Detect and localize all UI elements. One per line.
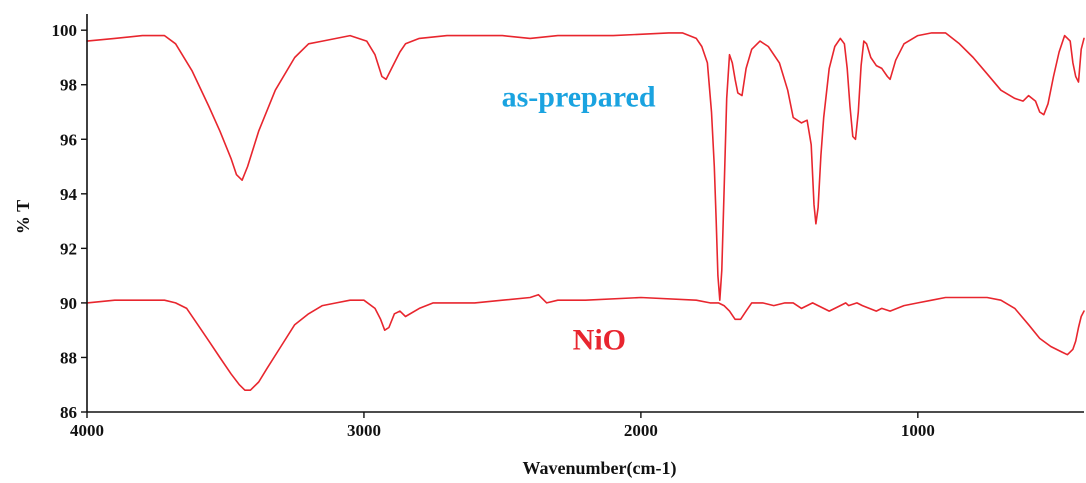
x-tick-label-2000: 2000 — [624, 421, 658, 440]
x-axis-title: Wavenumber(cm-1) — [523, 458, 677, 479]
y-tick-label-94: 94 — [60, 185, 78, 204]
y-tick-label-100: 100 — [52, 21, 78, 40]
annotations: as-prepared NiO — [502, 81, 656, 357]
series-label-1: NiO — [573, 323, 626, 356]
y-tick-label-92: 92 — [60, 239, 77, 258]
x-tick-label-4000: 4000 — [70, 421, 104, 440]
x-tick-label-3000: 3000 — [347, 421, 381, 440]
series-label-0: as-prepared — [502, 81, 656, 114]
series-line-1 — [86, 293, 1085, 391]
y-tick-label-90: 90 — [60, 294, 77, 313]
x-tick-label-1000: 1000 — [901, 421, 935, 440]
y-tick-label-96: 96 — [60, 130, 77, 149]
y-tick-label-98: 98 — [60, 76, 77, 95]
series-line-0 — [86, 32, 1085, 301]
series-layer — [86, 32, 1085, 391]
y-axis-title: % T — [13, 200, 33, 234]
y-tick-label-86: 86 — [60, 403, 77, 422]
y-tick-label-88: 88 — [60, 348, 77, 367]
ticks: 86 88 90 92 94 96 98 100 4000 3000 2000 1000 — [52, 21, 935, 440]
